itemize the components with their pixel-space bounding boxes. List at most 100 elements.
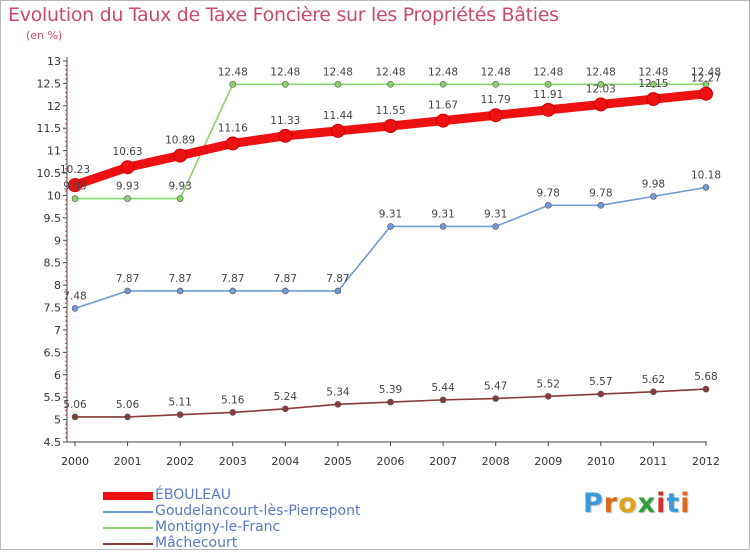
data-label: 12.48	[428, 66, 458, 78]
y-tick-label: 11.5	[37, 122, 62, 135]
data-point	[593, 97, 608, 112]
data-label: 12.27	[691, 73, 721, 85]
data-label: 7.87	[221, 273, 244, 285]
data-point	[702, 184, 710, 191]
series-line	[74, 186, 707, 310]
data-point	[387, 398, 394, 406]
legend-label-goudelancourt: Goudelancourt-lès-Pierrepont	[155, 503, 361, 519]
y-tick-label: 7.5	[44, 302, 62, 315]
logo-letter: i	[656, 488, 667, 519]
x-tick-label: 2001	[114, 455, 142, 468]
data-point	[71, 195, 79, 202]
data-label: 11.67	[428, 100, 458, 112]
logo-letter: r	[603, 488, 619, 519]
data-point	[229, 287, 237, 295]
data-label: 5.52	[537, 378, 560, 390]
data-label: 5.57	[589, 376, 612, 388]
x-tick-label: 2004	[271, 455, 299, 468]
data-label: 12.48	[533, 66, 563, 78]
data-label: 5.34	[326, 386, 350, 398]
data-label: 12.48	[270, 66, 300, 78]
data-point	[492, 395, 499, 402]
data-point	[492, 223, 499, 230]
legend-item-goudelancourt: Goudelancourt-lès-Pierrepont	[103, 503, 503, 520]
data-label: 5.44	[431, 382, 455, 394]
data-label: 9.31	[379, 208, 402, 220]
x-tick-label: 2005	[324, 455, 352, 468]
logo-letter: t	[666, 488, 681, 519]
data-label: 12.15	[638, 78, 668, 90]
data-point	[225, 136, 240, 151]
data-label: 5.06	[116, 399, 140, 411]
data-point	[702, 385, 710, 393]
chart-title: Evolution du Taux de Taxe Foncière sur l…	[8, 4, 559, 26]
y-tick-label: 10.5	[37, 167, 62, 180]
data-label: 11.16	[218, 122, 248, 134]
y-tick-label: 6.5	[44, 346, 62, 359]
data-point	[282, 287, 289, 295]
data-label: 11.91	[533, 89, 563, 101]
data-point	[71, 305, 79, 312]
data-label: 9.93	[63, 181, 86, 193]
data-point	[488, 108, 503, 123]
data-label: 7.87	[168, 273, 191, 285]
data-label: 5.62	[642, 374, 665, 386]
y-tick-label: 9.5	[44, 212, 62, 225]
data-point	[120, 160, 135, 175]
data-label: 12.48	[323, 66, 353, 78]
data-point	[544, 202, 552, 209]
data-point	[650, 388, 657, 396]
data-label: 7.87	[116, 273, 139, 285]
data-label: 10.23	[60, 164, 90, 176]
y-tick-label: 6	[54, 369, 61, 382]
legend-label-machecourt: Mâchecourt	[155, 535, 238, 551]
data-label: 11.44	[323, 110, 353, 122]
logo-letter: P	[583, 488, 604, 519]
data-label: 12.48	[638, 66, 668, 78]
x-tick-label: 2003	[219, 455, 247, 468]
data-label: 9.78	[537, 187, 560, 199]
data-point	[173, 148, 188, 163]
data-point	[176, 287, 184, 295]
data-label: 12.48	[691, 66, 721, 78]
data-label: 11.55	[375, 105, 405, 117]
data-point	[124, 287, 131, 295]
y-tick-label: 11	[47, 145, 61, 158]
data-point	[176, 411, 184, 418]
data-label: 11.33	[270, 115, 300, 127]
data-label: 7.87	[326, 273, 349, 285]
data-label: 5.16	[221, 394, 245, 406]
x-tick-label: 2000	[61, 455, 89, 468]
data-point	[544, 392, 552, 400]
data-point	[439, 81, 447, 88]
logo-letter: x	[637, 488, 657, 519]
x-tick-label: 2007	[429, 455, 457, 468]
data-point	[650, 81, 657, 88]
data-label: 9.93	[168, 181, 191, 193]
y-tick-label: 8	[54, 279, 61, 292]
data-label: 10.89	[165, 135, 195, 147]
data-point	[544, 81, 552, 88]
y-tick-label: 13	[47, 55, 61, 68]
data-point	[387, 223, 394, 230]
unit-label: (en %)	[26, 29, 63, 42]
data-point	[71, 413, 79, 421]
data-label: 5.47	[484, 381, 507, 393]
data-point	[439, 396, 447, 404]
data-label: 10.18	[691, 169, 721, 181]
data-label: 12.03	[586, 83, 616, 95]
data-label: 5.06	[63, 399, 87, 411]
legend-item-machecourt: Mâchecourt	[103, 535, 503, 552]
data-point	[282, 81, 289, 88]
data-point	[282, 405, 289, 413]
legend-label-ebouleau: ÉBOULEAU	[155, 487, 231, 503]
x-tick-label: 2006	[377, 455, 405, 468]
y-tick-label: 10	[47, 189, 61, 202]
x-tick-label: 2012	[692, 455, 720, 468]
x-tick-label: 2002	[166, 455, 194, 468]
data-point	[436, 113, 451, 128]
legend-swatch-montigny	[103, 527, 153, 529]
x-tick-label: 2011	[639, 455, 667, 468]
